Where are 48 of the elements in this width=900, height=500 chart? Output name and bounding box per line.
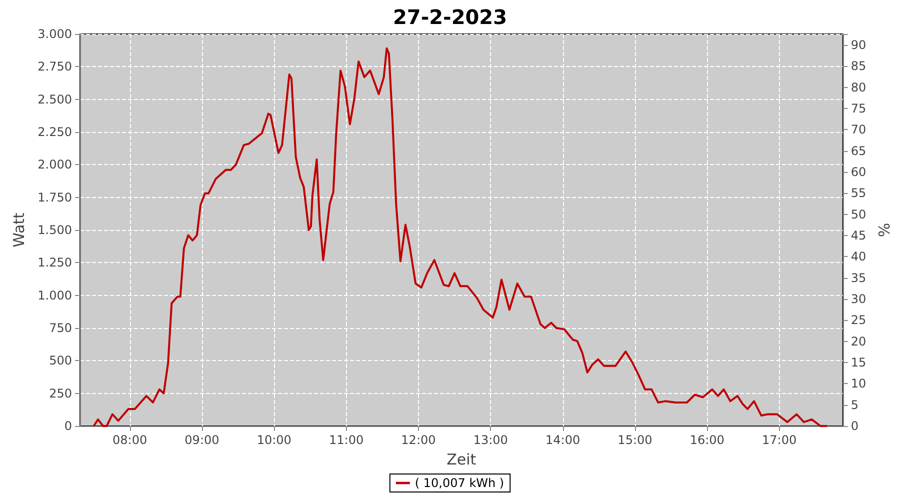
y2-axis-title: % (876, 222, 894, 238)
y2-tick-label: 10 (850, 376, 866, 391)
y2-tick-label: 25 (850, 313, 866, 328)
y2-tick-label: 5 (850, 398, 858, 412)
y-tick-label: 2.250 (38, 125, 72, 139)
x-tick-label: 16:00 (690, 433, 724, 447)
y2-tick-label: 55 (850, 186, 866, 200)
x-tick-label: 12:00 (401, 433, 436, 447)
y-tick-label: 750 (49, 321, 72, 335)
y-tick-label: 1.750 (38, 190, 72, 204)
y2-tick-label: 35 (850, 270, 866, 285)
y2-tick-label: 80 (850, 80, 866, 94)
x-axis-title: Zeit (446, 450, 476, 468)
legend-label: ( 10,007 kWh ) (414, 476, 504, 490)
y-axis-title: Watt (10, 212, 28, 248)
y2-tick-label: 40 (850, 250, 866, 264)
x-tick-label: 10:00 (256, 433, 292, 447)
x-tick-label: 13:00 (473, 433, 508, 447)
y-tick-label: 1.250 (38, 256, 72, 270)
y2-tick-label: 65 (850, 144, 866, 158)
y-tick-label: 0 (64, 419, 72, 433)
y-tick-label: 2.750 (38, 60, 72, 74)
y-tick-label: 250 (49, 386, 72, 400)
x-tick-label: 14:00 (546, 433, 580, 447)
y2-tick-label: 75 (850, 102, 866, 116)
y-tick-label: 2.500 (38, 92, 72, 106)
x-tick-label: 11:00 (329, 433, 364, 447)
y-tick-label: 1.000 (38, 288, 72, 302)
y2-tick-label: 60 (850, 165, 866, 180)
x-tick-label: 09:00 (184, 433, 220, 447)
line-series (92, 47, 828, 427)
y2-tick-label: 30 (850, 292, 866, 306)
chart-title: 27-2-2023 (392, 5, 508, 29)
y2-tick-label: 15 (850, 356, 866, 370)
y-tick-label: 500 (49, 354, 72, 368)
y-tick-label: 2.000 (38, 158, 72, 172)
y-tick-label: 3.000 (38, 27, 72, 41)
y2-tick-label: 0 (850, 419, 858, 433)
x-tick-label: 17:00 (762, 433, 797, 447)
y2-tick-label: 20 (850, 334, 866, 348)
y2-tick-label: 45 (850, 228, 866, 243)
y-tick-label: 1.500 (38, 223, 72, 237)
y2-tick-label: 50 (850, 207, 866, 222)
x-tick-label: 15:00 (618, 433, 652, 447)
y2-tick-label: 70 (850, 122, 866, 137)
y2-tick-label: 85 (850, 59, 866, 74)
y2-tick-label: 90 (850, 38, 866, 52)
x-tick-label: 08:00 (112, 433, 148, 447)
